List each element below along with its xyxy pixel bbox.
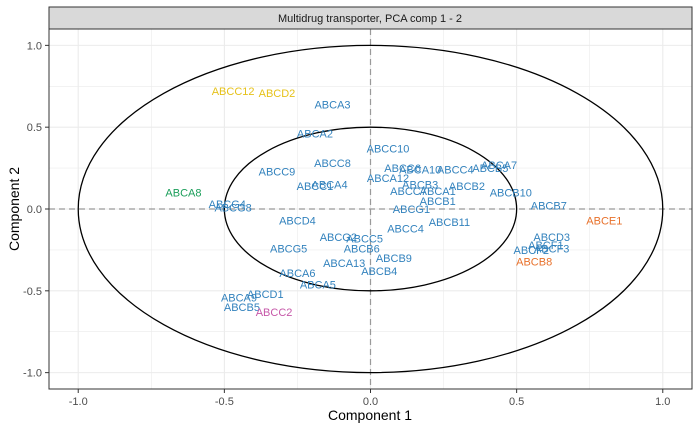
point-label: ABCC6 [384, 163, 421, 175]
point-label: ABCA3 [314, 99, 350, 111]
point-label: ABCG5 [270, 243, 307, 255]
point-label: ABCB5 [472, 163, 508, 175]
point-label: ABCB1 [420, 196, 456, 208]
point-label: ABCA6 [279, 268, 315, 280]
point-label: ABCB3 [402, 179, 438, 191]
point-label: ABCA13 [323, 258, 365, 270]
point-label: ABCA10 [399, 165, 441, 177]
reference-lines [49, 29, 692, 389]
point-label: ABCC8 [314, 158, 351, 170]
y-axis-ticks: -1.0 -0.5 0.0 0.5 1.0 [23, 40, 49, 380]
x-tick-label: -1.0 [69, 396, 88, 408]
point-label: ABCC10 [367, 143, 410, 155]
y-tick-label: 1.0 [27, 40, 42, 52]
point-label: ABCB5 [224, 302, 260, 314]
point-label: ABCC9 [259, 166, 296, 178]
point-label: ABCD3 [533, 232, 570, 244]
x-tick-label: 1.0 [655, 396, 670, 408]
inner-circle [223, 126, 518, 292]
point-label: ABCA4 [312, 179, 348, 191]
point-label: ABCD4 [279, 215, 316, 227]
point-label: ABCC5 [346, 233, 383, 245]
point-label: ABCF3 [534, 243, 569, 255]
point-label: ABCA2 [297, 129, 333, 141]
point-label: ABCG2 [320, 232, 357, 244]
y-tick-label: 0.0 [27, 204, 42, 216]
x-tick-label: 0.5 [509, 396, 524, 408]
point-label: ABCB4 [361, 266, 397, 278]
point-label: ABCC1 [297, 181, 334, 193]
point-label: ABCB7 [531, 201, 567, 213]
point-label: ABCA9 [221, 292, 257, 304]
y-tick-label: -1.0 [23, 368, 42, 380]
y-axis-label: Component 2 [6, 167, 22, 251]
point-label: ABCB9 [376, 253, 412, 265]
point-label: ABCE1 [586, 215, 622, 227]
point-label: ABCG8 [214, 202, 251, 214]
point-label: ABCB2 [449, 181, 485, 193]
point-label: ABCA1 [420, 186, 456, 198]
point-label: ABCC2 [256, 307, 293, 319]
x-axis-label: Component 1 [328, 407, 412, 423]
point-label: ABCF1 [528, 240, 563, 252]
y-tick-label: -0.5 [23, 286, 42, 298]
point-label: ABCG1 [393, 204, 430, 216]
chart-title: Multidrug transporter, PCA comp 1 - 2 [278, 13, 462, 25]
point-label: ABCA7 [481, 160, 517, 172]
x-tick-label: -0.5 [215, 396, 234, 408]
x-axis-ticks: -1.0 -0.5 0.0 0.5 1.0 [69, 389, 670, 408]
point-label: ABCD2 [259, 88, 296, 100]
point-label: ABCB11 [429, 217, 470, 229]
point-label: ABCC4 [387, 224, 424, 236]
point-label: ABCA12 [367, 173, 409, 185]
y-tick-label: 0.5 [27, 122, 42, 134]
point-label: ABCB6 [344, 243, 380, 255]
point-label: ABCB10 [490, 188, 532, 200]
point-label: ABCC4 [437, 165, 474, 177]
point-label: ABCA8 [165, 188, 201, 200]
point-label: ABCG4 [209, 199, 246, 211]
correlation-circles [77, 44, 664, 374]
point-label: ABCF2 [514, 245, 549, 257]
point-label: ABCB8 [516, 256, 552, 268]
point-label: ABCD1 [247, 289, 284, 301]
point-label: ABCC7 [390, 186, 427, 198]
point-label: ABCC12 [212, 86, 255, 98]
outer-circle [77, 44, 664, 374]
x-tick-label: 0.0 [363, 396, 378, 408]
point-label: ABCA5 [300, 279, 336, 291]
